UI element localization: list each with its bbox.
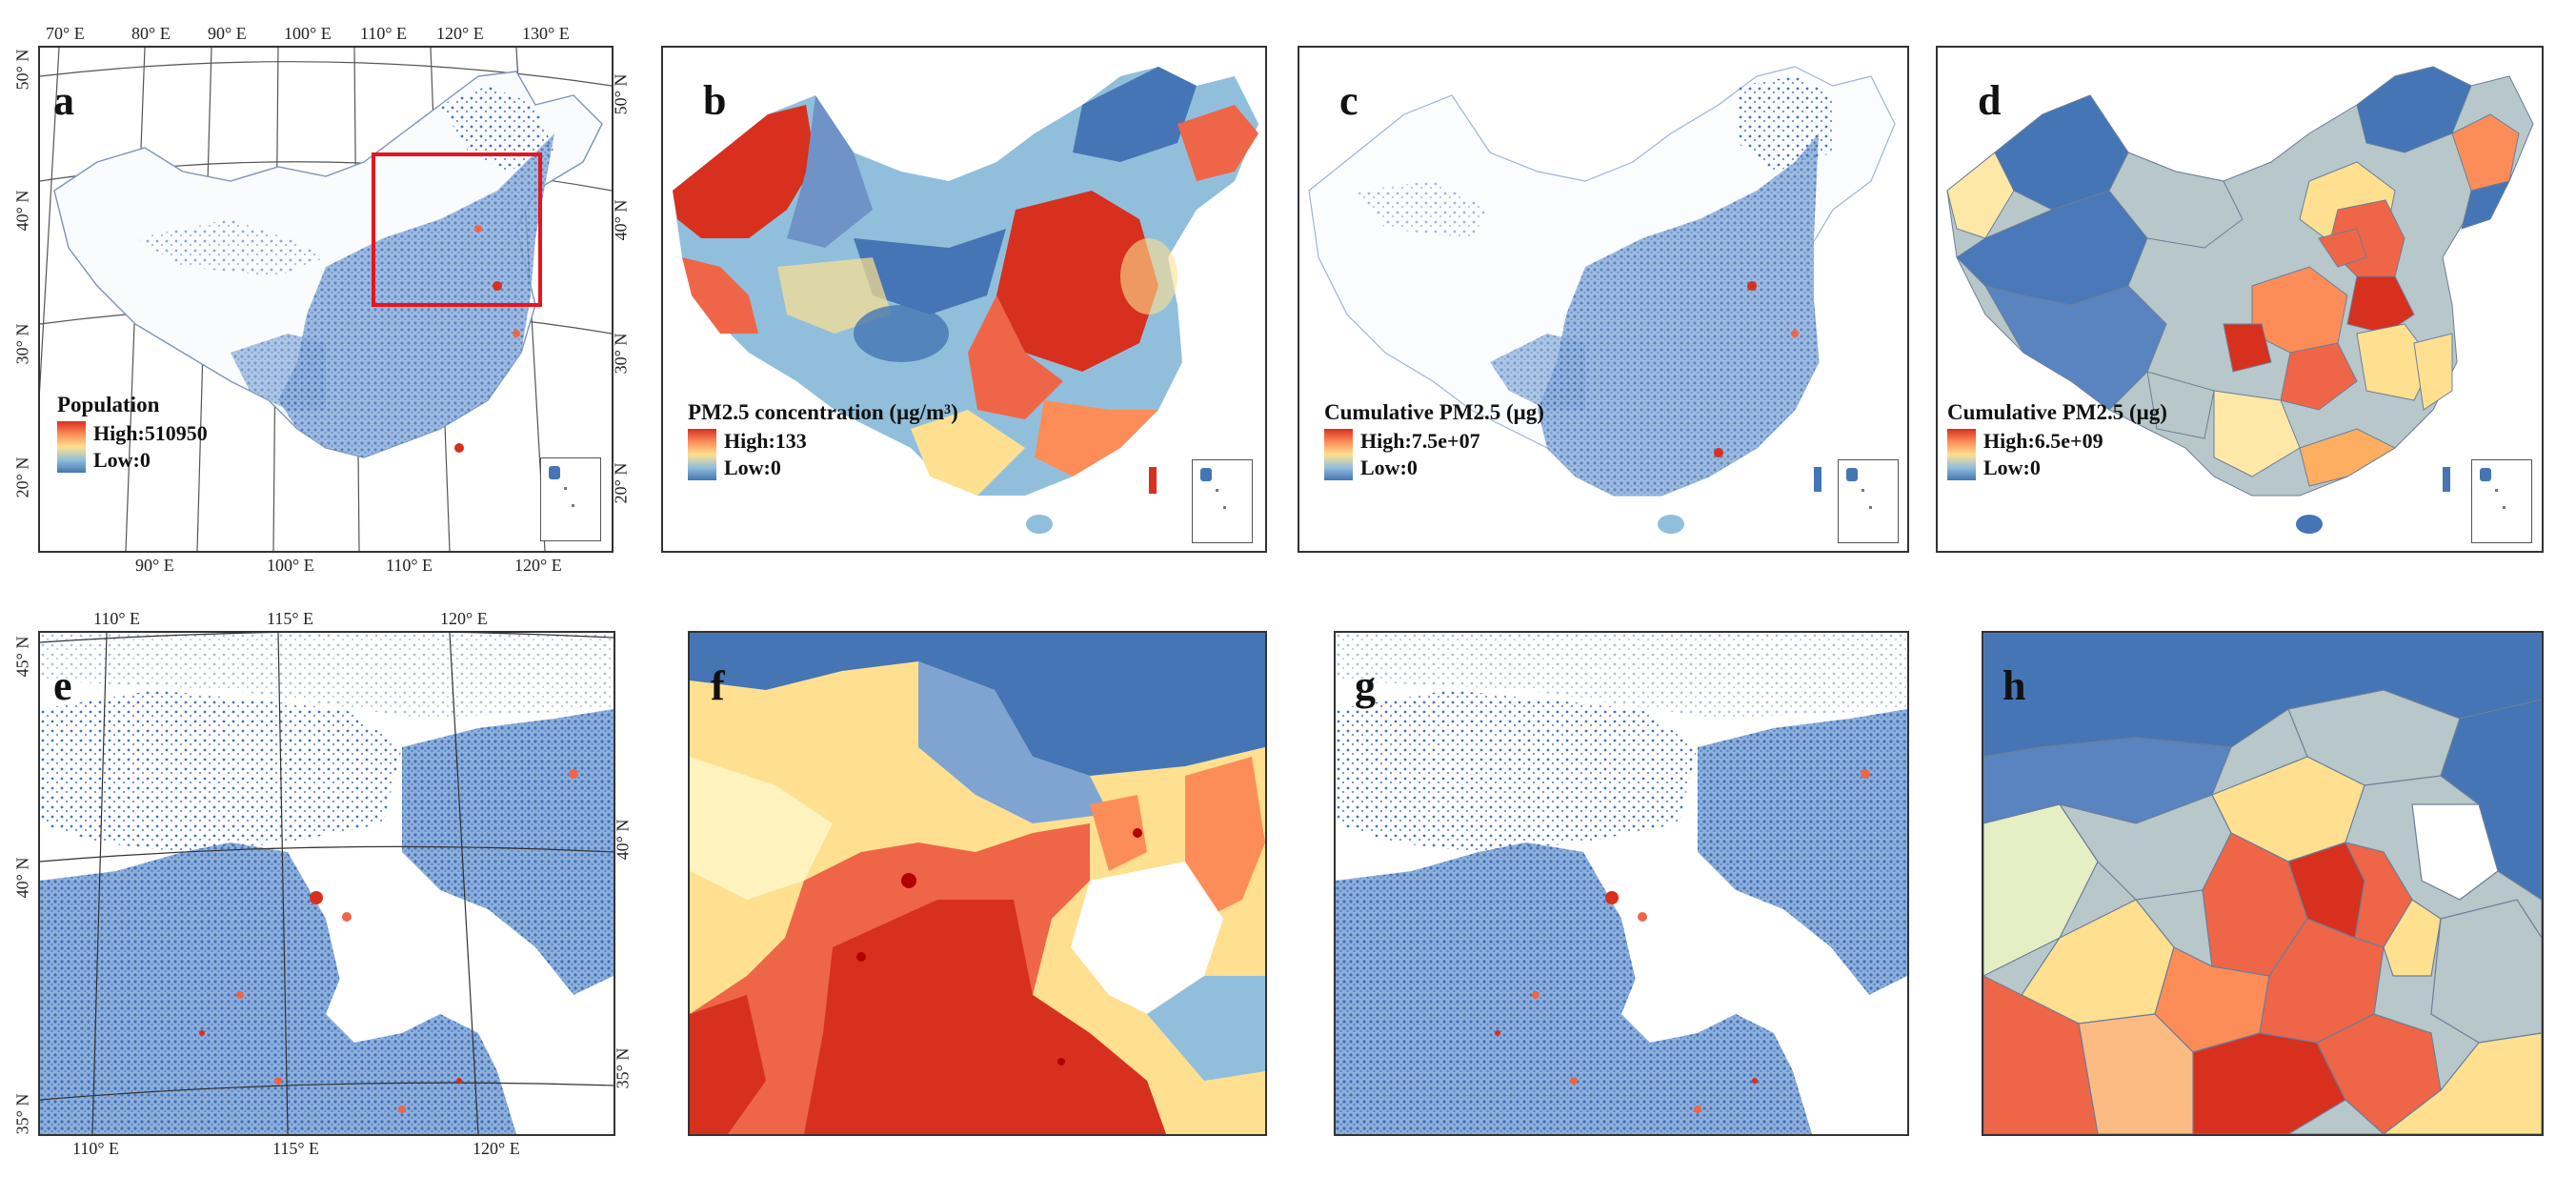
color-ramp — [1324, 429, 1353, 480]
legend-low: Low:0 — [1360, 456, 1418, 479]
tick-label: 40° N — [613, 819, 633, 861]
tick-label: 35° N — [12, 1093, 32, 1135]
tick-label: 35° N — [613, 1047, 633, 1089]
south-china-sea-inset — [1838, 459, 1899, 543]
pm25-legend: PM2.5 concentration (μg/m³) High:133 Low… — [688, 400, 958, 480]
cumulative-pm25-grid-map — [1308, 66, 1896, 534]
panel-e-population-zoom-map: e — [38, 631, 615, 1136]
tick-label: 110° E — [93, 609, 141, 628]
panel-label: c — [1339, 77, 1358, 124]
legend-low: Low:0 — [724, 456, 781, 479]
panel-a-population-map: a Population High:510950 Low:0 — [38, 46, 614, 553]
tick-label: 120° E — [440, 609, 488, 628]
population-map-china — [40, 48, 612, 551]
cumulative-pm25-legend: Cumulative PM2.5 (μg) High:7.5e+07 Low:0 — [1324, 400, 1544, 480]
tick-label: 30° N — [12, 323, 32, 365]
panel-label: d — [1978, 77, 2002, 124]
tick-label: 50° N — [611, 73, 631, 115]
tick-label: 90° E — [208, 24, 247, 43]
panel-h-cumulative-pm25-city-zoom-map: h — [1982, 631, 2544, 1136]
tick-label: 70° E — [46, 24, 85, 43]
cumulative-pm25-city-legend: Cumulative PM2.5 (μg) High:6.5e+09 Low:0 — [1947, 400, 2167, 480]
pm25-concentration-map — [673, 67, 1258, 534]
legend-high: High:510950 — [93, 421, 208, 445]
legend-title: Cumulative PM2.5 (μg) — [1324, 400, 1544, 424]
legend-low: Low:0 — [1983, 456, 2041, 479]
cumulative-pm25-zoom-map — [1336, 633, 1907, 1134]
tick-label: 90° E — [135, 556, 174, 575]
tick-label: 120° E — [436, 24, 484, 43]
tick-label: 40° N — [611, 199, 631, 241]
panel-label: a — [53, 77, 74, 124]
cumulative-pm25-choropleth — [1946, 66, 2534, 534]
panel-c-cumulative-pm25-map: c Cumulative PM2.5 (μg) High:7.5e+07 Low… — [1298, 46, 1909, 553]
color-ramp — [688, 429, 716, 480]
tick-label: 100° E — [267, 556, 314, 575]
panel-label: g — [1355, 662, 1376, 709]
legend-title: PM2.5 concentration (μg/m³) — [688, 400, 958, 424]
cumulative-pm25-city-zoom-choropleth — [1983, 633, 2542, 1134]
tick-label: 110° E — [72, 1139, 120, 1158]
panel-d-cumulative-pm25-city-map: d Cumulative PM2.5 (μg) High:6.5e+09 Low… — [1936, 46, 2544, 553]
tick-label: 130° E — [522, 24, 570, 43]
tick-label: 110° E — [386, 556, 433, 575]
tick-label: 40° N — [12, 857, 32, 899]
panel-label: h — [2002, 662, 2026, 709]
south-china-sea-inset — [1192, 459, 1253, 543]
tick-label: 30° N — [611, 333, 631, 375]
tick-label: 20° N — [611, 462, 631, 504]
legend-high: High:6.5e+09 — [1983, 429, 2103, 453]
color-ramp — [57, 421, 86, 473]
legend-high: High:7.5e+07 — [1360, 429, 1480, 453]
legend-low: Low:0 — [93, 448, 151, 472]
study-area-highlight-box — [372, 152, 542, 307]
panel-f-pm25-zoom-map: f — [688, 631, 1267, 1136]
tick-label: 120° E — [473, 1139, 520, 1158]
tick-label: 115° E — [267, 609, 314, 628]
panel-label: b — [703, 77, 727, 124]
tick-label: 100° E — [284, 24, 332, 43]
panel-g-cumulative-pm25-zoom-map: g — [1334, 631, 1909, 1136]
population-legend: Population High:510950 Low:0 — [57, 393, 208, 473]
population-zoom-map — [40, 633, 614, 1134]
tick-label: 40° N — [12, 190, 32, 232]
panel-label: e — [53, 662, 72, 709]
legend-title: Cumulative PM2.5 (μg) — [1947, 400, 2167, 424]
panel-label: f — [711, 662, 725, 709]
tick-label: 120° E — [514, 556, 562, 575]
tick-label: 115° E — [272, 1139, 320, 1158]
south-china-sea-inset — [540, 457, 601, 541]
tick-label: 50° N — [12, 49, 32, 91]
tick-label: 80° E — [131, 24, 171, 43]
legend-title: Population — [57, 393, 160, 416]
south-china-sea-inset — [2471, 459, 2532, 543]
tick-label: 45° N — [12, 636, 32, 678]
legend-high: High:133 — [724, 429, 807, 453]
tick-label: 20° N — [12, 457, 32, 498]
color-ramp — [1947, 429, 1976, 480]
panel-b-pm25-concentration-map: b PM2.5 concentration (μg/m³) High:133 L… — [661, 46, 1267, 553]
tick-label: 110° E — [360, 24, 408, 43]
pm25-zoom-map — [690, 633, 1265, 1134]
